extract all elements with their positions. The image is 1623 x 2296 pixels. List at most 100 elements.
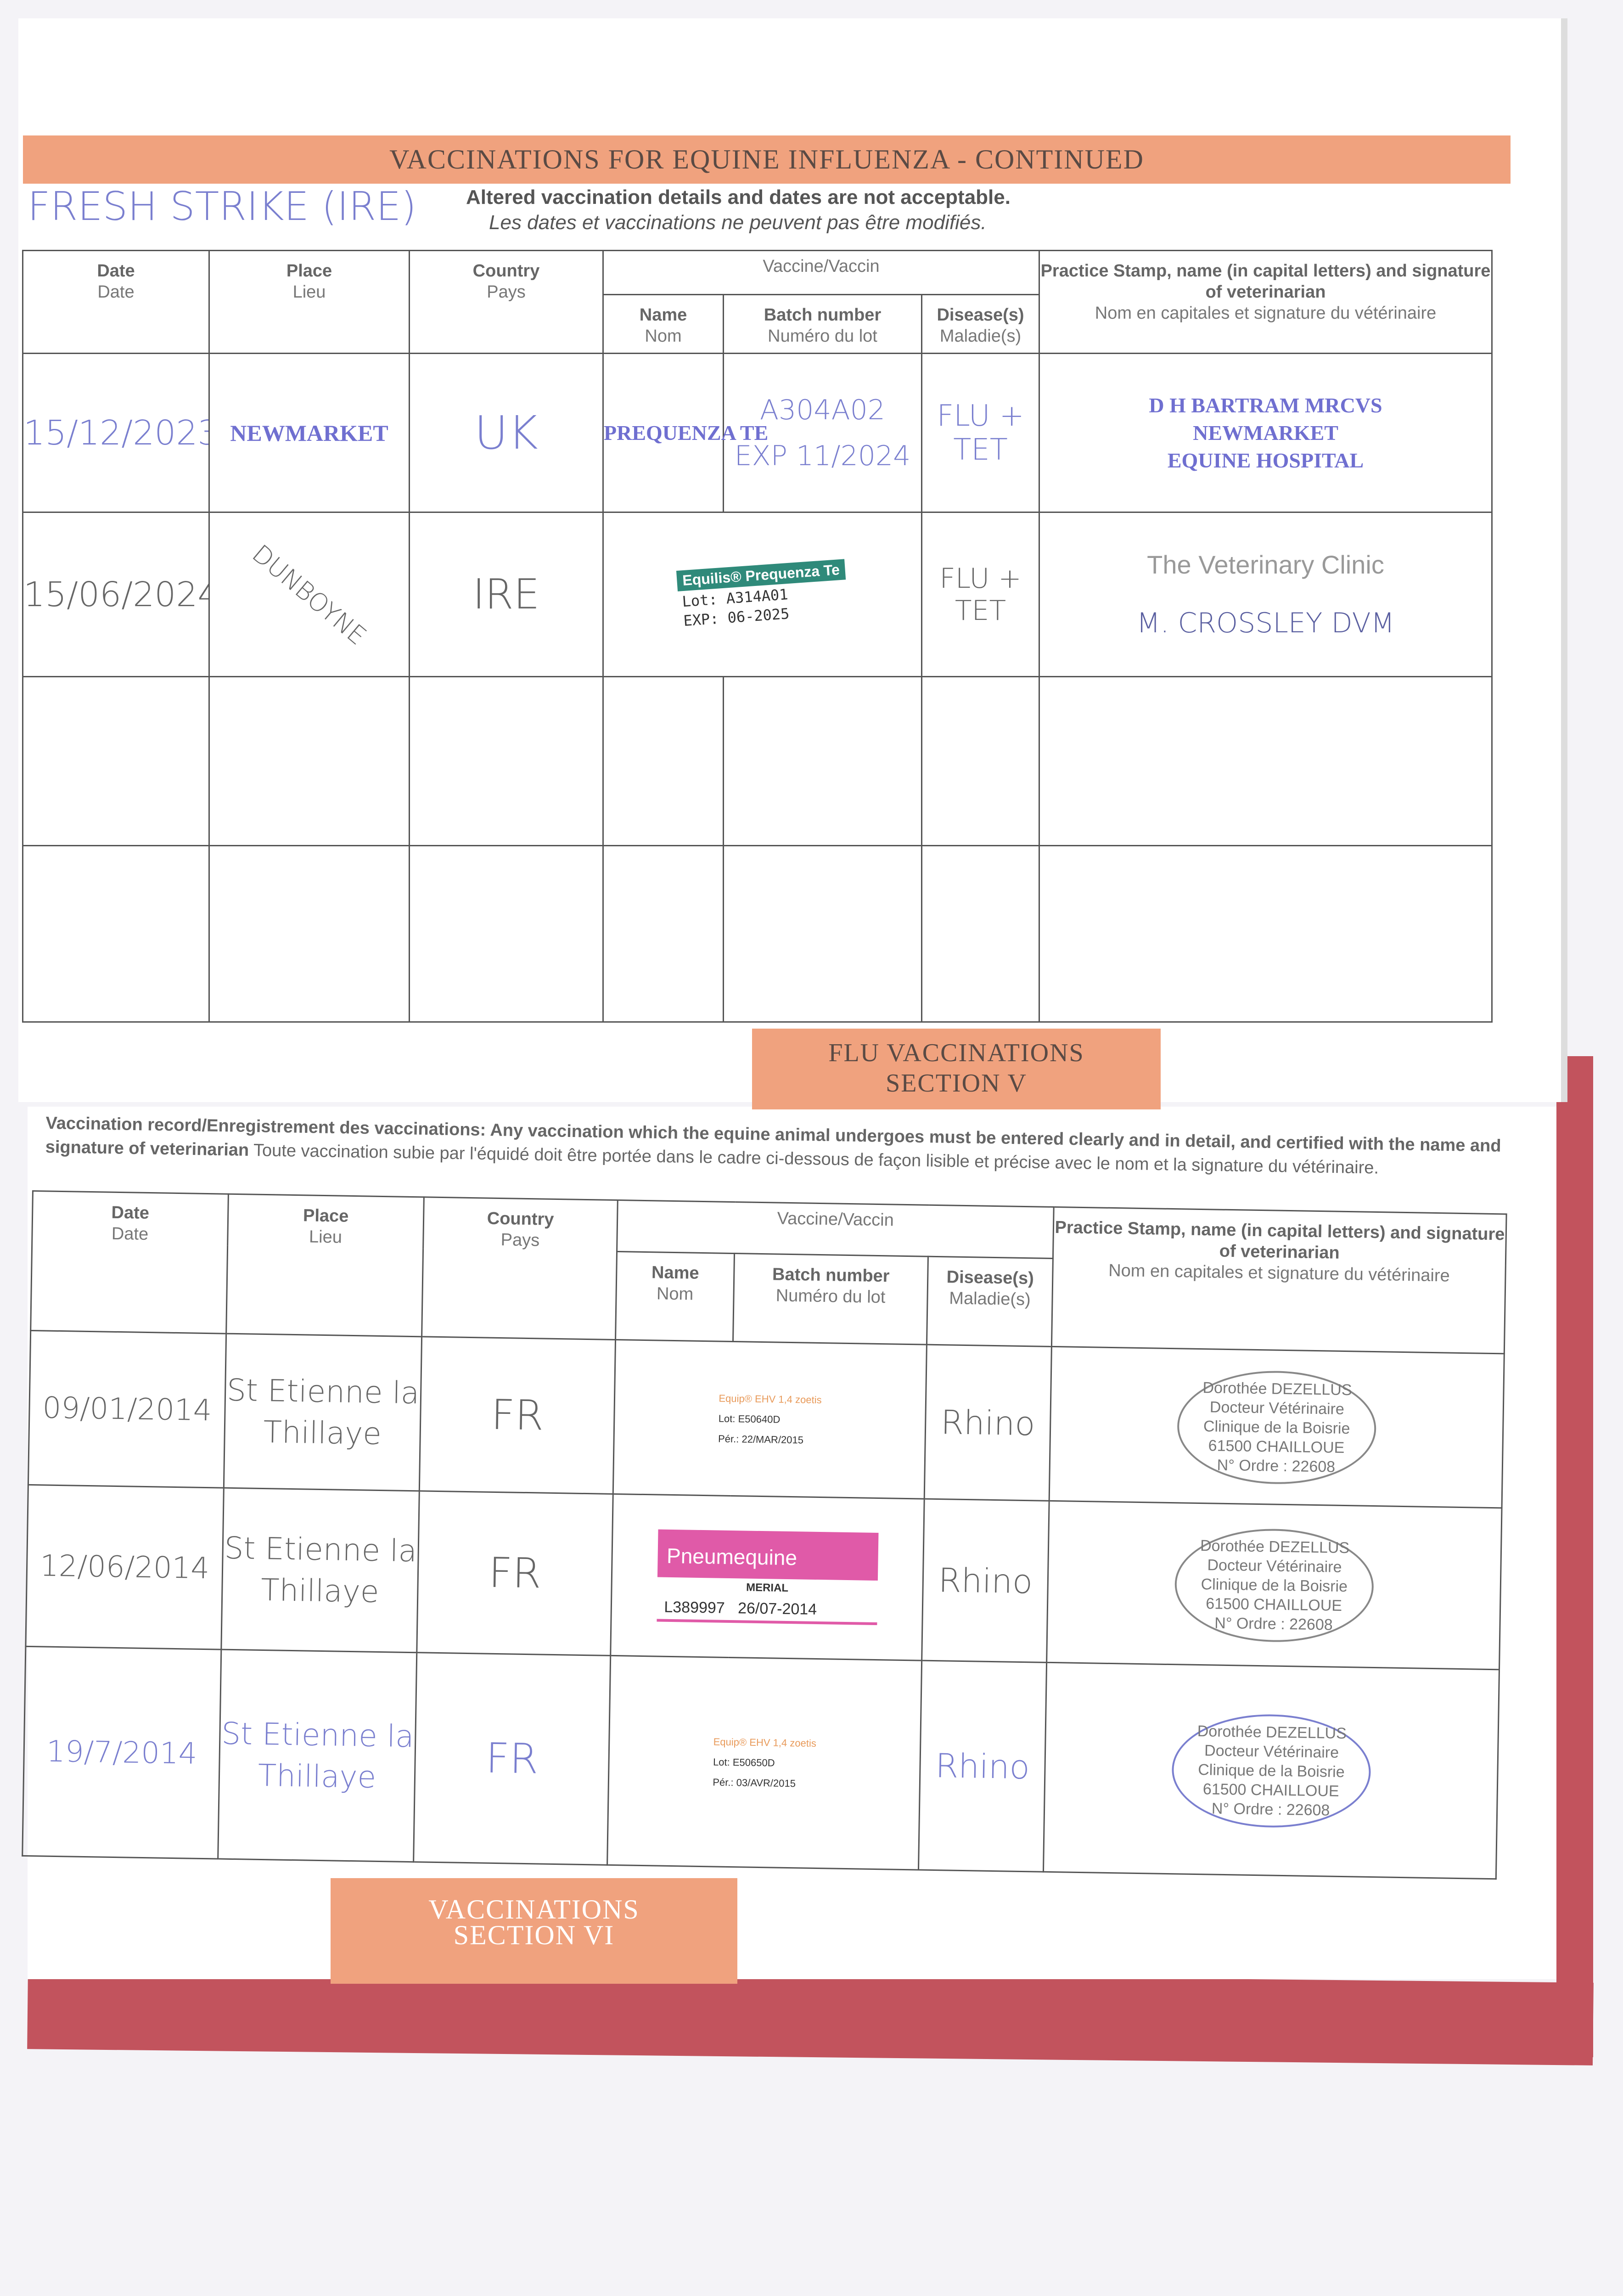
table-cell: Rhino	[918, 1660, 1047, 1872]
table-cell	[602, 845, 724, 1023]
horse-name: FRESH STRIKE (IRE)	[28, 184, 417, 230]
text: Country	[472, 261, 540, 281]
text: Name	[639, 305, 687, 325]
text: VACCINATIONS	[428, 1894, 640, 1925]
table-cell	[921, 676, 1040, 846]
text: Clinique de la Boisrie	[1197, 1761, 1345, 1781]
text: N° Ordre : 22608	[1211, 1800, 1330, 1819]
table-cell: Rhino	[921, 1499, 1050, 1663]
table-cell	[409, 845, 604, 1023]
table-cell: St Etienne la Thillaye	[218, 1649, 417, 1862]
text: Date Date Place Lieu Country Pays Vaccine/V…	[22, 250, 1493, 1023]
text: Pays	[500, 1230, 540, 1250]
text: Dorothée DEZELLUS	[1200, 1536, 1350, 1557]
text: M. CROSSLEY DVM	[1136, 607, 1395, 639]
text: 61500 CHAILLOUE	[1206, 1594, 1342, 1615]
table-row: 09/01/2014 St Etienne la Thillaye FR Equ…	[28, 1330, 1505, 1508]
text: Batch number	[764, 305, 882, 325]
book-cover-edge-bottom	[27, 1966, 1594, 2065]
table-cell: 12/06/2014	[25, 1485, 224, 1650]
table-cell: NEWMARKET	[208, 353, 410, 513]
text: Dorothée DEZELLUS	[1197, 1722, 1347, 1742]
header-disease: Disease(s) Maladie(s)	[921, 294, 1040, 354]
text: Date	[97, 282, 135, 302]
text: Date Date Place Lieu Country Pays Vaccine/V…	[22, 250, 1493, 354]
text: Date Date Place Lieu Country Pays Vaccine/V…	[22, 1191, 1507, 1879]
text: Clinique de la Boisrie	[1203, 1417, 1350, 1437]
text: Pneumequine MERIAL L389997 26/07-2014	[656, 1529, 879, 1626]
text: Place	[286, 261, 332, 281]
text: Nom	[656, 1284, 694, 1304]
vaccination-table-1: Date Date Place Lieu Country Pays Vaccine/V…	[22, 250, 1493, 1023]
text: Nom en capitales et signature du vétérin…	[1108, 1261, 1450, 1286]
text: Dorothée DEZELLUS Docteur Vétérinaire Clin…	[1171, 1712, 1372, 1829]
table-cell: UK	[409, 353, 604, 513]
text: D H BARTRAM MRCVS	[1149, 393, 1382, 417]
table-cell	[22, 676, 210, 846]
text: Lieu	[292, 282, 326, 302]
table-cell: 15/12/2023	[22, 353, 210, 513]
table-cell: St Etienne la Thillaye	[221, 1488, 420, 1653]
text: Practice Stamp, name (in capital letters…	[1055, 1218, 1505, 1263]
vaccine-label: Equip® EHV 1,4 zoetis Lot: E50650D Pér.: 0…	[607, 1655, 922, 1870]
table-header-cell: Country Pays	[421, 1197, 618, 1340]
header-date: Date Date	[22, 250, 210, 354]
text: Pér.: 22/MAR/2015	[718, 1433, 804, 1446]
table-cell	[208, 676, 410, 846]
text: Lot: E50650D	[713, 1756, 775, 1769]
vaccine-label: Equilis® Prequenza Te Lot: A314A01 EXP: …	[602, 512, 922, 677]
text: Equip® EHV 1,4 zoetis Lot: E50640D Pér.: 2…	[718, 1388, 822, 1451]
table-cell	[1039, 845, 1493, 1023]
text: Pneumequine	[657, 1529, 879, 1581]
text: Docteur Vétérinaire	[1209, 1398, 1345, 1418]
text: SECTION V	[886, 1069, 1027, 1097]
table-cell: Rhino	[924, 1345, 1052, 1501]
text: N° Ordre : 22608	[1214, 1614, 1333, 1634]
table-cell	[409, 676, 604, 846]
text: Maladie(s)	[949, 1289, 1031, 1310]
text: 61500 CHAILLOUE	[1202, 1780, 1339, 1800]
table-cell: FR	[419, 1336, 616, 1494]
text: 26/07-2014	[737, 1599, 817, 1618]
table-header-cell: Name Nom	[615, 1251, 735, 1342]
text: Place	[303, 1206, 349, 1226]
table-cell: A304A02 EXP 11/2024	[723, 353, 922, 513]
text: Country	[487, 1209, 554, 1229]
table-cell: 19/7/2014	[22, 1646, 221, 1859]
table-cell	[602, 676, 724, 846]
text: Pér.: 03/AVR/2015	[713, 1776, 796, 1789]
table-cell: FR	[413, 1652, 611, 1865]
table-header-cell: Disease(s) Maladie(s)	[927, 1256, 1053, 1347]
table-cell: PREQUENZA TE	[602, 353, 768, 513]
table-row: 12/06/2014 St Etienne la Thillaye FR Pne…	[25, 1485, 1502, 1670]
text: Batch number	[772, 1265, 890, 1286]
text: Docteur Vétérinaire	[1204, 1741, 1339, 1761]
notice-en: Altered vaccination details and dates ar…	[466, 186, 1011, 208]
section-v-tab: FLU VACCINATIONS SECTION V	[752, 1029, 1161, 1109]
text: FLU VACCINATIONS	[828, 1039, 1084, 1067]
header-country: Country Pays	[409, 250, 604, 354]
text: Dorothée DEZELLUS Docteur Vétérinaire Clin…	[1174, 1527, 1375, 1643]
text: Lieu	[309, 1227, 343, 1247]
table-cell: St Etienne la Thillaye	[224, 1334, 422, 1491]
table-header-cell: Place Lieu	[226, 1194, 424, 1337]
text: Equip® EHV 1,4 zoetis	[713, 1735, 817, 1749]
text: Equip® EHV 1,4 zoetis Lot: E50650D Pér.: 0…	[713, 1731, 817, 1794]
text: Dorothée DEZELLUS	[1202, 1379, 1352, 1399]
table-cell: IRE	[409, 512, 604, 677]
text: Pays	[487, 282, 526, 302]
text: N° Ordre : 22608	[1217, 1456, 1336, 1476]
text	[22, 845, 1493, 1023]
text: L389997	[664, 1598, 725, 1617]
table-row: 15/12/2023 NEWMARKET UK PREQUENZA TE A30…	[22, 353, 1493, 513]
header-name: Name Nom	[602, 294, 724, 354]
text: Name	[651, 1263, 699, 1283]
table-cell: 09/01/2014	[28, 1330, 226, 1488]
vet-stamp: D H BARTRAM MRCVS NEWMARKET EQUINE HOSPITA…	[1039, 353, 1493, 513]
text: EXP 11/2024	[734, 439, 911, 472]
text: Disease(s)	[946, 1267, 1034, 1289]
vaccine-label: Pneumequine MERIAL L389997 26/07-2014	[610, 1494, 925, 1661]
text: Docteur Vétérinaire	[1207, 1556, 1342, 1576]
header-batch: Batch number Numéro du lot	[723, 294, 922, 354]
header-place: Place Lieu	[208, 250, 410, 354]
